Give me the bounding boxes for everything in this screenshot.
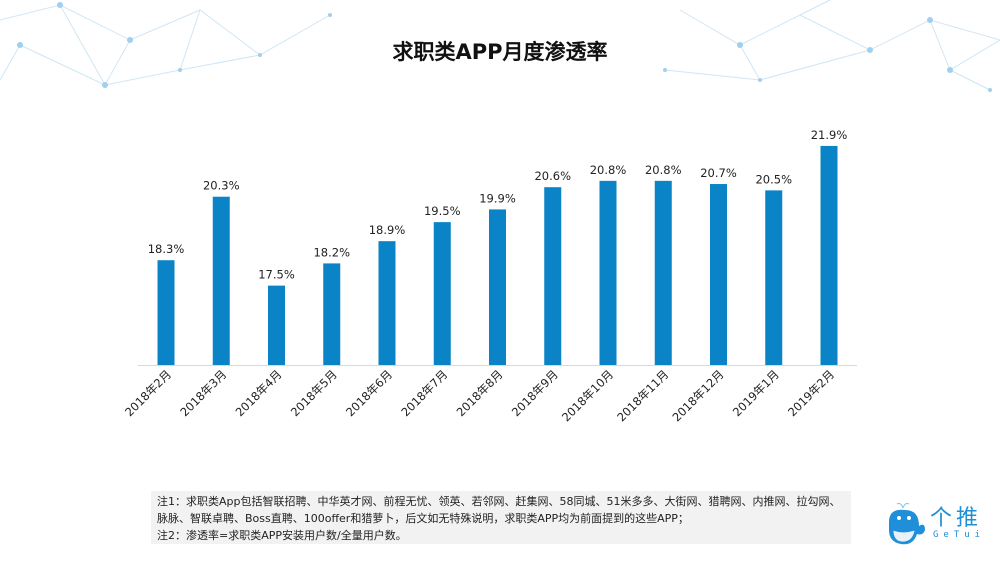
data-label: 20.7% bbox=[700, 166, 737, 180]
x-tick-label: 2018年6月 bbox=[343, 367, 395, 419]
x-tick-label: 2018年12月 bbox=[669, 367, 726, 424]
bar bbox=[820, 145, 838, 365]
x-tick-label: 2018年2月 bbox=[122, 367, 174, 419]
data-label: 18.2% bbox=[313, 245, 350, 259]
getui-logo: 个推 GeTui bbox=[885, 500, 995, 550]
bar bbox=[157, 260, 175, 365]
bar bbox=[765, 190, 783, 365]
bar bbox=[710, 184, 727, 365]
bar-chart: 18.3% 2018年2月 20.3% 2018年3月 17.5% 2018年4月 18.2… bbox=[122, 128, 857, 424]
bar bbox=[654, 180, 672, 365]
x-tick-label: 2018年3月 bbox=[177, 367, 229, 419]
logo-text: 个推 bbox=[930, 506, 983, 531]
x-tick-label: 2018年7月 bbox=[398, 367, 450, 419]
data-label: 20.8% bbox=[645, 163, 682, 177]
data-label: 18.9% bbox=[369, 223, 406, 237]
data-label: 17.5% bbox=[258, 268, 295, 282]
x-tick-label: 2019年2月 bbox=[785, 367, 837, 419]
data-label: 20.3% bbox=[203, 179, 240, 193]
data-label: 18.3% bbox=[148, 242, 185, 256]
data-label: 20.8% bbox=[590, 163, 627, 177]
bar bbox=[599, 180, 617, 365]
footnote-2: 注2：渗透率=求职类APP安装用户数/全量用户数。 bbox=[157, 529, 407, 542]
x-tick-label: 2019年1月 bbox=[730, 367, 782, 419]
bar bbox=[212, 196, 230, 365]
x-tick-label: 2018年5月 bbox=[288, 367, 340, 419]
footnote-1: 注1：求职类App包括智联招聘、中华英才网、前程无忧、领英、若邻网、赶集网、58… bbox=[157, 495, 841, 525]
bar bbox=[323, 263, 341, 365]
chart-title: 求职类APP月度渗透率 bbox=[392, 40, 608, 64]
bar bbox=[544, 187, 562, 365]
footnotes: 注1：求职类App包括智联招聘、中华英才网、前程无忧、领英、若邻网、赶集网、58… bbox=[151, 491, 851, 544]
bar bbox=[268, 285, 285, 365]
bar bbox=[433, 222, 451, 365]
x-tick-label: 2018年10月 bbox=[559, 367, 616, 424]
bar bbox=[489, 209, 506, 365]
data-label: 21.9% bbox=[811, 128, 848, 142]
x-tick-label: 2018年11月 bbox=[614, 367, 671, 424]
data-label: 20.5% bbox=[755, 172, 792, 186]
x-tick-label: 2018年4月 bbox=[233, 367, 285, 419]
x-tick-label: 2018年8月 bbox=[454, 367, 506, 419]
whale-icon bbox=[889, 503, 925, 545]
logo-subtext: GeTui bbox=[933, 530, 986, 540]
data-label: 19.9% bbox=[479, 191, 516, 205]
data-label: 19.5% bbox=[424, 204, 461, 218]
bar bbox=[378, 241, 396, 365]
x-tick-label: 2018年9月 bbox=[509, 367, 561, 419]
data-label: 20.6% bbox=[534, 169, 571, 183]
